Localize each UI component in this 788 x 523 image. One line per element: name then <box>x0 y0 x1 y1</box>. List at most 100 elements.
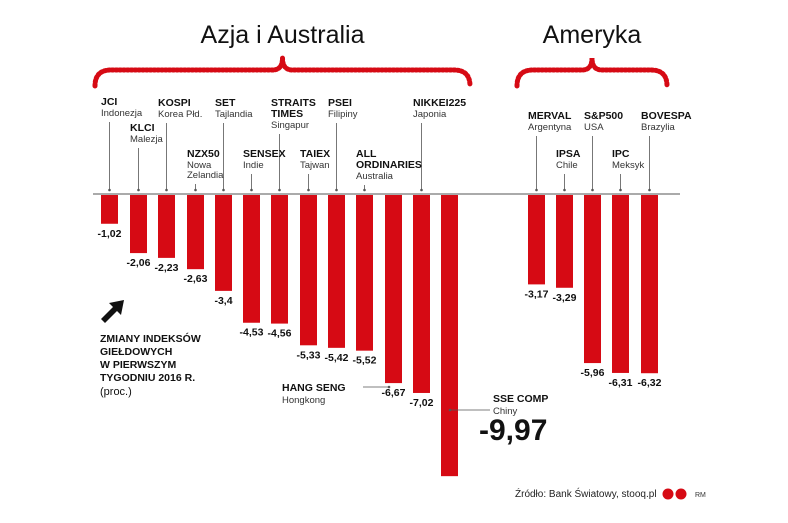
logo-circle-2 <box>675 488 687 500</box>
leader-dot-ipsa <box>563 188 566 192</box>
value-nzx50: -2,63 <box>184 273 208 285</box>
value-ipsa: -3,29 <box>553 292 577 304</box>
value-labels: -1,02-2,06 -2,23-2,63-3,4-4,53 -4,56-5,33-… <box>98 228 662 447</box>
bar-nikkei225 <box>413 195 430 393</box>
label-code-ipc: IPC <box>612 148 630 160</box>
bar-straits-times <box>271 195 288 324</box>
arrow-icon <box>101 300 124 323</box>
label-code-psei: PSEI <box>328 97 352 109</box>
value-jci: -1,02 <box>98 228 122 240</box>
leader-dot-taiex <box>307 188 310 192</box>
bar-kospi <box>158 195 175 258</box>
label-code-straits-times-1: STRAITS <box>271 97 316 109</box>
label-code-nzx50: NZX50 <box>187 148 220 160</box>
value-klci: -2,06 <box>127 257 151 269</box>
bar-ipc <box>612 195 629 373</box>
leader-dot-all-ordinaries <box>363 188 366 192</box>
bar-ipsa <box>556 195 573 288</box>
note-line-4: TYGODNIU 2016 R. <box>100 372 195 384</box>
note-unit: (proc.) <box>100 386 132 398</box>
leader-dot-sensex <box>250 188 253 192</box>
leader-dot-jci <box>108 188 111 192</box>
leader-dot-kospi <box>165 188 168 192</box>
label-code-straits-times-2: TIMES <box>271 108 303 120</box>
leader-lines <box>108 122 651 412</box>
source-text: Źródło: Bank Światowy, stooq.pl <box>515 487 657 500</box>
label-country-klci: Malezja <box>130 134 163 145</box>
value-psei: -5,42 <box>325 352 349 364</box>
region-title-azja-i-australia: Azja i Australia <box>201 21 365 49</box>
value-all-ordinaries: -5,52 <box>353 355 377 367</box>
label-country-sp500: USA <box>584 122 604 133</box>
label-code-jci: JCI <box>101 96 117 108</box>
label-country-psei: Filipiny <box>328 109 358 120</box>
label-code-set: SET <box>215 97 236 109</box>
leader-dot-nikkei225 <box>420 188 423 192</box>
brace-ameryka <box>514 57 670 89</box>
label-country-hang-seng: Hongkong <box>282 395 325 406</box>
label-country-straits-times: Singapur <box>271 120 309 131</box>
bar-klci <box>130 195 147 254</box>
publisher-logo: RM <box>662 488 706 500</box>
leader-dot-hang-seng <box>387 385 391 389</box>
label-country-bovespa: Brazylia <box>641 122 676 133</box>
label-code-klci: KLCI <box>130 122 155 134</box>
note-line-2: GIEŁDOWYCH <box>100 346 172 358</box>
note-line-3: W PIERWSZYM <box>100 359 176 371</box>
region-braces <box>92 57 670 89</box>
bar-taiex <box>300 195 317 346</box>
leader-dot-sp500 <box>591 188 594 192</box>
value-sp500: -5,96 <box>581 367 605 379</box>
leader-dot-klci <box>137 188 140 192</box>
label-code-hang-seng: HANG SENG <box>282 382 346 394</box>
bar-psei <box>328 195 345 348</box>
bar-all-ordinaries <box>356 195 373 351</box>
note-line-1: ZMIANY INDEKSÓW <box>100 332 201 345</box>
label-country-ipc: Meksyk <box>612 160 644 171</box>
label-code-ipsa: IPSA <box>556 148 581 160</box>
brace-azja-i-australia <box>92 57 473 89</box>
value-ipc: -6,31 <box>609 377 633 389</box>
label-code-sp500: S&P500 <box>584 110 623 122</box>
value-nikkei225: -7,02 <box>410 397 434 409</box>
value-straits-times: -4,56 <box>268 328 292 340</box>
value-kospi: -2,23 <box>155 262 179 274</box>
bar-hang-seng <box>385 195 402 384</box>
label-country-all-ordinaries: Australia <box>356 171 394 182</box>
leader-dot-sse-comp <box>448 408 452 412</box>
bar-set <box>215 195 232 291</box>
region-title-ameryka: Ameryka <box>543 21 642 49</box>
label-country-nzx50-1: Nowa <box>187 160 212 171</box>
value-sse-comp: -9,97 <box>479 414 547 447</box>
label-country-sse-comp: Chiny <box>493 406 518 417</box>
leader-dot-merval <box>535 188 538 192</box>
bar-bovespa <box>641 195 658 374</box>
leader-dot-straits-times <box>278 188 281 192</box>
bar-sensex <box>243 195 260 323</box>
bar-nzx50 <box>187 195 204 270</box>
value-sensex: -4,53 <box>240 327 264 339</box>
value-merval: -3,17 <box>525 288 549 300</box>
logo-rm: RM <box>695 492 706 499</box>
leader-dot-nzx50 <box>194 188 197 192</box>
region-titles: Azja i Australia Ameryka <box>201 21 642 49</box>
label-code-nikkei225: NIKKEI225 <box>413 97 466 109</box>
bar-sse-comp <box>441 195 458 477</box>
note-block: ZMIANY INDEKSÓW GIEŁDOWYCH W PIERWSZYM T… <box>100 300 201 398</box>
label-code-sse-comp: SSE COMP <box>493 393 548 405</box>
leader-dot-bovespa <box>648 188 651 192</box>
label-country-set: Tajlandia <box>215 109 253 120</box>
label-country-kospi: Korea Płd. <box>158 109 202 120</box>
leader-dot-set <box>222 188 225 192</box>
label-code-bovespa: BOVESPA <box>641 110 692 122</box>
label-code-merval: MERVAL <box>528 110 572 122</box>
value-set: -3,4 <box>214 295 232 307</box>
bar-jci <box>101 195 118 224</box>
label-country-taiex: Tajwan <box>300 160 330 171</box>
bars-group <box>101 195 658 477</box>
label-code-all-ordinaries-1: ALL <box>356 148 377 160</box>
label-code-kospi: KOSPI <box>158 97 191 109</box>
value-taiex: -5,33 <box>297 349 321 361</box>
